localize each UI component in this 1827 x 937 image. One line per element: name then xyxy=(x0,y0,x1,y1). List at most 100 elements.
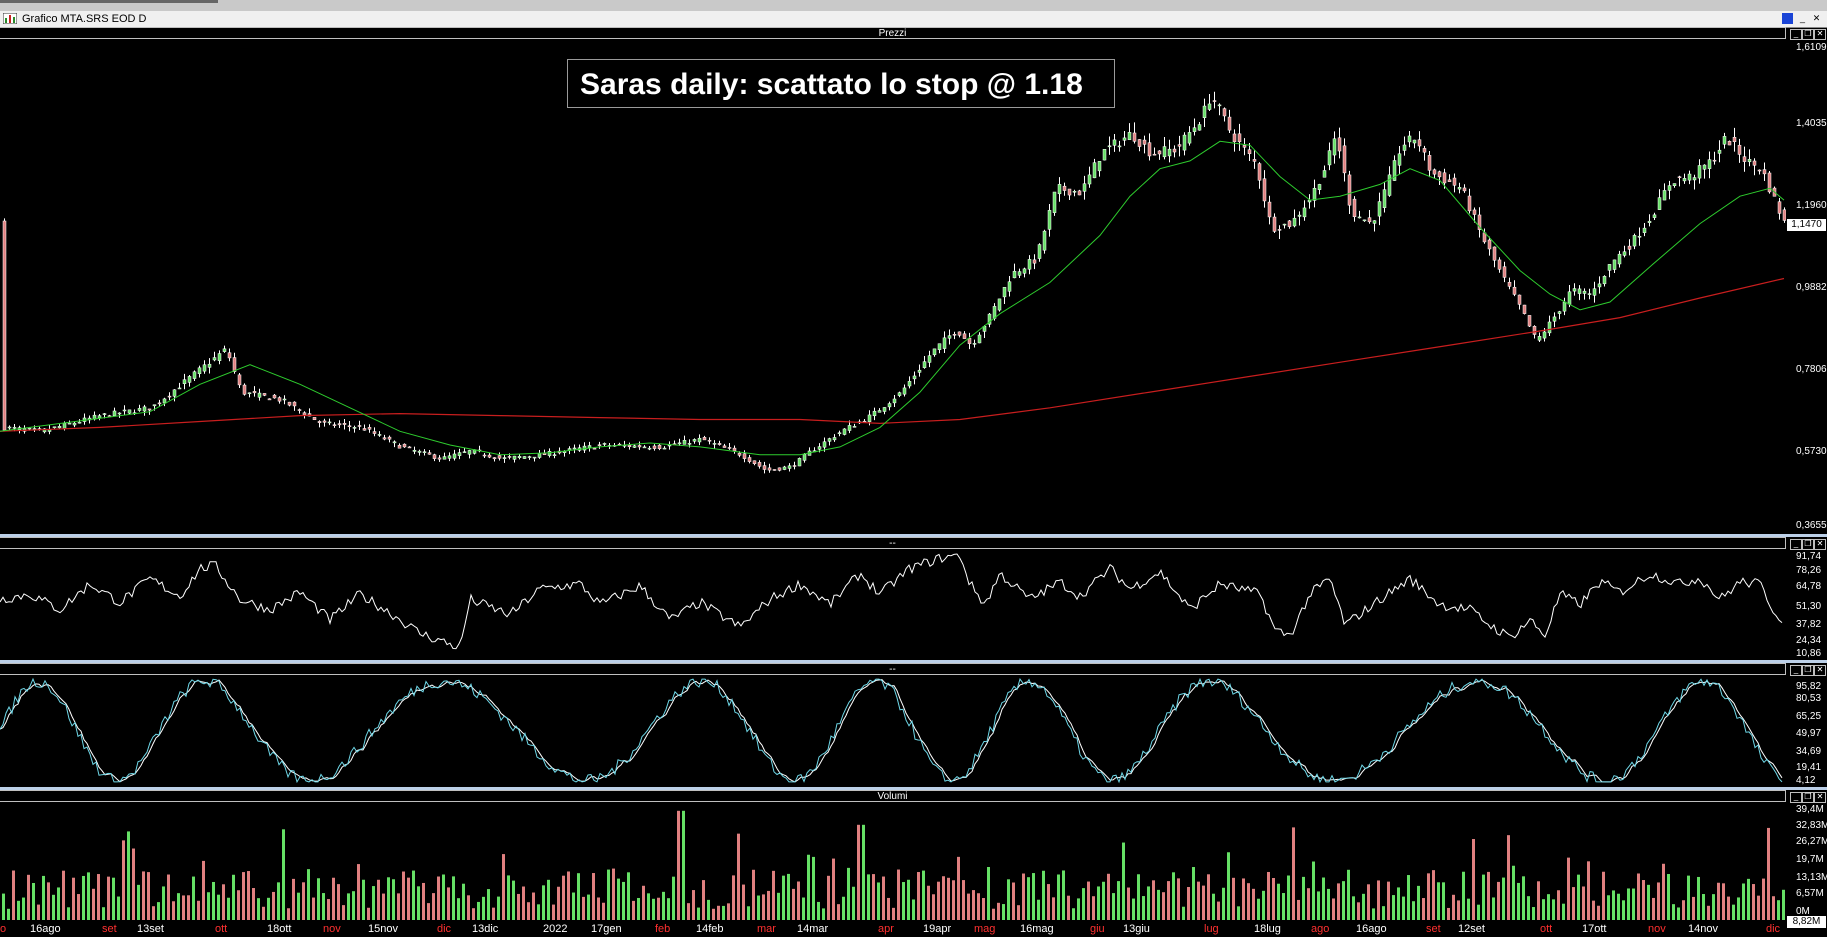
window-close-button[interactable]: ✕ xyxy=(1812,13,1821,23)
volume-bar xyxy=(982,898,985,920)
volume-bar xyxy=(812,856,815,920)
rsi-chart-area[interactable] xyxy=(0,549,1786,660)
price-candle xyxy=(1522,304,1527,314)
stoch-panel-close-button[interactable]: ✕ xyxy=(1814,665,1826,676)
chart-window-titlebar[interactable]: Grafico MTA.SRS EOD D _ ✕ xyxy=(0,11,1827,28)
volume-bar xyxy=(1127,887,1130,920)
volume-bar xyxy=(1627,888,1630,920)
price-candle xyxy=(1527,315,1532,327)
volume-bar xyxy=(12,870,15,920)
volume-bar xyxy=(577,873,580,920)
volume-bar xyxy=(122,840,125,920)
volume-axis: 39,4M 32,83M 26,27M 19,7M 13,13M 6,57M 0… xyxy=(1786,802,1827,922)
window-minimize-button[interactable]: _ xyxy=(1799,13,1805,23)
window-restore-button[interactable] xyxy=(1782,13,1793,24)
price-candle xyxy=(1582,290,1587,294)
volume-bar xyxy=(642,885,645,920)
price-panel-minimize-button[interactable]: _ xyxy=(1790,29,1802,40)
volume-panel-minimize-button[interactable]: _ xyxy=(1790,792,1802,803)
price-panel-title: Prezzi xyxy=(878,28,907,39)
volume-bar xyxy=(1352,896,1355,920)
price-candle xyxy=(942,337,947,349)
volume-bar xyxy=(1582,886,1585,920)
price-axis-tick: 1,4035 xyxy=(1796,118,1827,129)
date-label: dic xyxy=(1766,923,1781,935)
price-candle xyxy=(1232,133,1237,142)
price-candle xyxy=(112,410,117,417)
volume-bar xyxy=(1492,897,1495,920)
volume-bar xyxy=(617,878,620,920)
date-label: set xyxy=(102,923,117,935)
price-candle xyxy=(157,402,162,405)
volume-bar xyxy=(1742,883,1745,920)
price-candle xyxy=(187,376,192,383)
volume-bar xyxy=(397,893,400,920)
panel-splitter[interactable] xyxy=(0,787,1827,790)
volume-bar xyxy=(637,897,640,920)
volume-bar xyxy=(207,892,210,920)
price-candle xyxy=(1427,155,1432,171)
price-candle xyxy=(252,391,257,394)
price-candle xyxy=(852,426,857,428)
volume-panel-close-button[interactable]: ✕ xyxy=(1814,792,1826,803)
volume-bar xyxy=(1682,900,1685,920)
date-label: 16ago xyxy=(1356,923,1387,935)
stoch-panel-restore-button[interactable]: ❐ xyxy=(1802,665,1814,676)
volume-bar xyxy=(1292,827,1295,920)
volume-bar xyxy=(1052,897,1055,920)
volume-bar xyxy=(187,895,190,920)
volume-bar xyxy=(1692,896,1695,920)
volume-bar xyxy=(1672,904,1675,920)
price-panel-close-button[interactable]: ✕ xyxy=(1814,29,1826,40)
price-candle xyxy=(637,445,642,448)
volume-bar xyxy=(152,906,155,920)
volume-bar xyxy=(527,902,530,920)
rsi-panel-restore-button[interactable]: ❐ xyxy=(1802,539,1814,550)
price-candle xyxy=(1262,178,1267,202)
volume-bar xyxy=(132,848,135,920)
price-candle xyxy=(547,451,552,456)
stoch-panel-title: -- xyxy=(889,664,896,675)
panel-splitter[interactable] xyxy=(0,660,1827,663)
price-candle xyxy=(1022,268,1027,274)
stochastic-chart-area[interactable] xyxy=(0,675,1786,787)
chart-annotation[interactable]: Saras daily: scattato lo stop @ 1.18 xyxy=(567,59,1115,108)
panel-splitter[interactable] xyxy=(0,534,1827,537)
price-candle xyxy=(1722,136,1727,145)
price-candle xyxy=(762,465,767,470)
rsi-panel-minimize-button[interactable]: _ xyxy=(1790,539,1802,550)
price-candle xyxy=(192,371,197,379)
volume-bar xyxy=(742,884,745,920)
price-candle xyxy=(737,452,742,456)
price-panel-restore-button[interactable]: ❐ xyxy=(1802,29,1814,40)
price-chart-area[interactable] xyxy=(0,39,1786,535)
volume-chart-area[interactable] xyxy=(0,802,1786,922)
price-candle xyxy=(487,454,492,458)
price-axis-tick: 1,1960 xyxy=(1796,200,1827,211)
price-candle xyxy=(427,452,432,455)
volume-bar xyxy=(722,905,725,920)
price-candle xyxy=(937,343,942,350)
volume-axis-tick: 39,4M xyxy=(1796,804,1824,815)
rsi-panel-close-button[interactable]: ✕ xyxy=(1814,539,1826,550)
price-candle xyxy=(772,469,777,471)
price-candle xyxy=(1142,139,1147,145)
volume-bar xyxy=(832,858,835,920)
price-candle xyxy=(727,447,732,449)
rsi-axis: 91,74 78,26 64,78 51,30 37,82 24,34 10,8… xyxy=(1786,549,1827,660)
last-volume-badge: 8,82M xyxy=(1787,916,1826,928)
price-candle xyxy=(142,406,147,412)
stoch-axis-tick: 80,53 xyxy=(1796,693,1822,704)
price-candle xyxy=(1487,239,1492,250)
volume-bar xyxy=(847,867,850,920)
price-candle xyxy=(1397,153,1402,166)
volume-bar xyxy=(1062,870,1065,920)
price-candle xyxy=(387,436,392,440)
price-candle xyxy=(1627,245,1632,250)
volume-bar xyxy=(1192,867,1195,920)
price-candle xyxy=(742,453,747,459)
volume-bar xyxy=(597,897,600,920)
stoch-panel-minimize-button[interactable]: _ xyxy=(1790,665,1802,676)
volume-bar xyxy=(1402,896,1405,920)
volume-panel-restore-button[interactable]: ❐ xyxy=(1802,792,1814,803)
